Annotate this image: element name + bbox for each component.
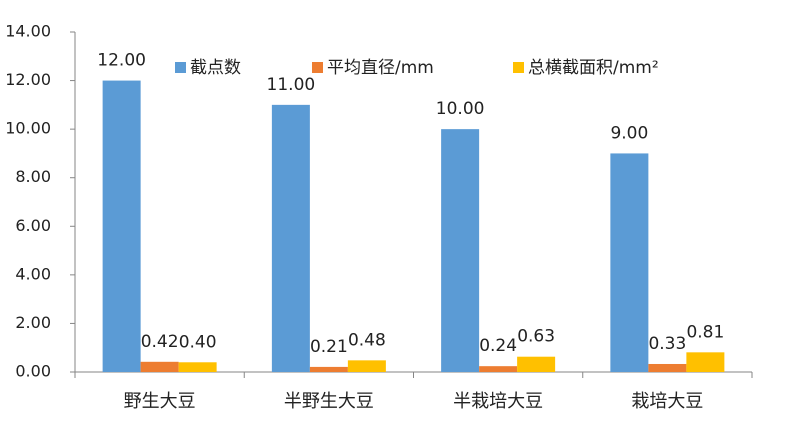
- x-tick-label: 栽培大豆: [631, 391, 703, 412]
- y-tick-label: 8.00: [15, 167, 51, 186]
- legend-label: 平均直径/mm: [327, 58, 434, 78]
- bar: [441, 129, 480, 372]
- bar: [686, 352, 725, 372]
- value-label: 0.33: [648, 334, 686, 354]
- bar: [347, 360, 386, 372]
- value-label: 0.40: [179, 332, 217, 352]
- legend-swatch: [175, 62, 186, 73]
- bar: [309, 366, 348, 372]
- bar: [102, 80, 141, 373]
- y-tick-label: 2.00: [15, 313, 51, 332]
- y-tick-label: 0.00: [15, 362, 51, 381]
- bar: [140, 361, 179, 372]
- bar: [517, 356, 556, 372]
- y-tick-label: 4.00: [15, 264, 51, 283]
- legend-label: 总横截面积/mm²: [528, 58, 659, 78]
- bar: [178, 362, 217, 372]
- y-tick-label: 14.00: [5, 22, 51, 41]
- y-tick-label: 6.00: [15, 216, 51, 235]
- bar: [648, 363, 687, 372]
- y-tick-label: 12.00: [5, 70, 51, 89]
- value-label: 0.42: [141, 332, 179, 352]
- legend-swatch: [312, 62, 323, 73]
- value-label: 12.00: [97, 51, 146, 71]
- x-tick-label: 半野生大豆: [284, 391, 374, 412]
- y-tick-label: 10.00: [5, 119, 51, 138]
- value-label: 0.24: [479, 336, 517, 356]
- x-tick-label: 半栽培大豆: [453, 391, 543, 412]
- value-label: 0.81: [686, 322, 724, 342]
- value-label: 11.00: [267, 75, 316, 95]
- bar: [271, 104, 310, 372]
- value-label: 0.63: [517, 327, 555, 347]
- bar: [479, 366, 518, 372]
- value-label: 0.21: [310, 337, 348, 357]
- value-label: 0.48: [348, 330, 386, 350]
- value-label: 9.00: [610, 123, 648, 143]
- legend-label: 截点数: [190, 58, 241, 78]
- value-label: 10.00: [436, 99, 485, 119]
- x-tick-label: 野生大豆: [124, 391, 196, 412]
- legend-swatch: [513, 62, 524, 73]
- bar: [610, 153, 649, 372]
